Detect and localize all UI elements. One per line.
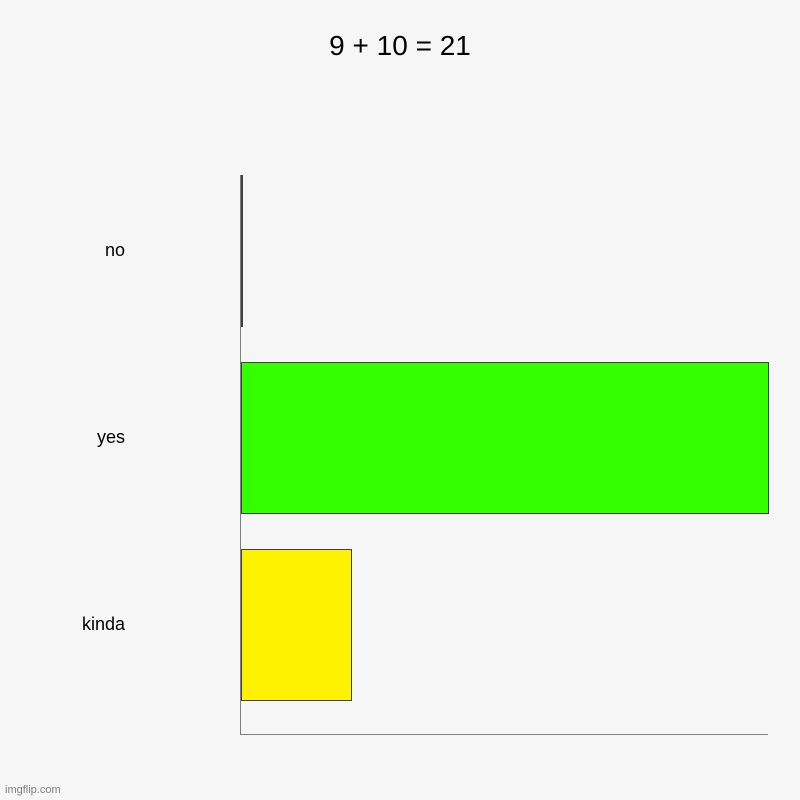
- bar-no: [241, 175, 243, 327]
- bar-yes: [241, 362, 769, 514]
- bar-kinda: [241, 549, 352, 701]
- bar-label-yes: yes: [97, 427, 125, 448]
- watermark: imgflip.com: [5, 784, 61, 796]
- chart-title: 9 + 10 = 21: [0, 30, 800, 62]
- plot-area: [240, 175, 768, 735]
- chart-container: 9 + 10 = 21 imgflip.com no yes kinda: [0, 0, 800, 800]
- bar-label-kinda: kinda: [82, 614, 125, 635]
- bar-label-no: no: [105, 240, 125, 261]
